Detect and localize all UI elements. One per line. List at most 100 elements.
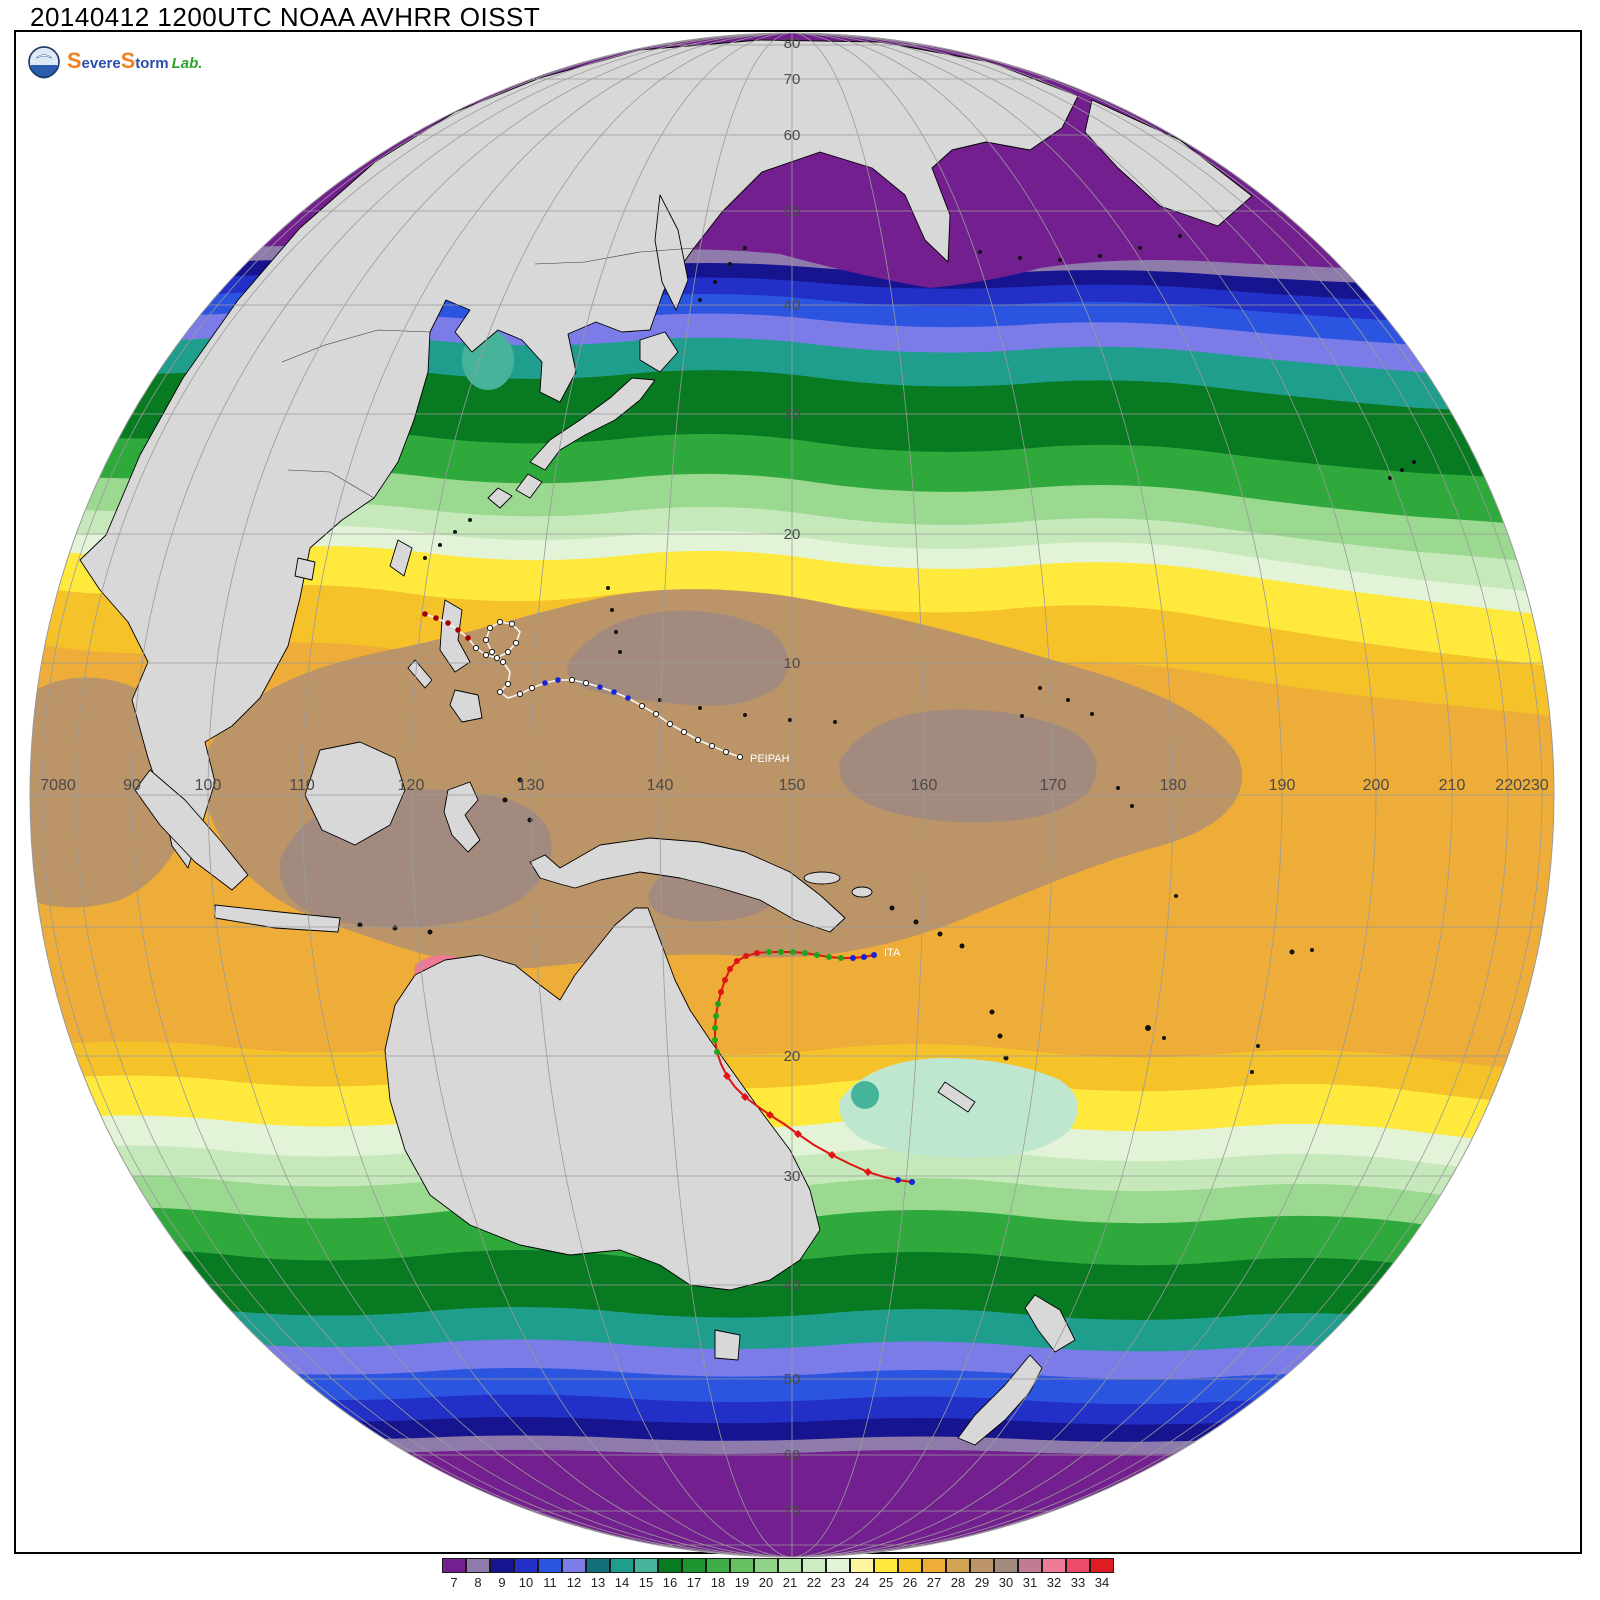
colorbar-swatch — [681, 1558, 706, 1573]
lat-label: 30 — [784, 1168, 801, 1185]
colorbar-label: 34 — [1094, 1575, 1110, 1590]
tropical-warm-patches — [30, 282, 1242, 1158]
colorbar-cell: 12 — [561, 1558, 586, 1590]
lon-label: 130 — [518, 777, 545, 794]
colorbar-label: 21 — [782, 1575, 798, 1590]
lon-label: 120 — [398, 777, 425, 794]
colorbar-cell: 34 — [1089, 1558, 1114, 1590]
colorbar-cell: 14 — [609, 1558, 634, 1590]
land-mindanao — [449, 689, 483, 723]
colorbar-label: 26 — [902, 1575, 918, 1590]
land-new-britain — [803, 871, 841, 885]
colorbar-label: 11 — [543, 1575, 557, 1590]
lat-label: 40 — [784, 297, 801, 314]
colorbar-cell: 31 — [1017, 1558, 1042, 1590]
colorbar-label: 31 — [1022, 1575, 1038, 1590]
colorbar-label: 29 — [974, 1575, 990, 1590]
colorbar-swatch — [1041, 1558, 1066, 1573]
colorbar-swatch — [537, 1558, 562, 1573]
colorbar-label: 14 — [614, 1575, 630, 1590]
land-sumatra — [134, 769, 249, 891]
colorbar-label: 18 — [710, 1575, 726, 1590]
land-tasmania — [714, 1329, 741, 1361]
small-islands — [357, 234, 1416, 1074]
storm-track-ita: ITA — [712, 947, 915, 1185]
land-sulawesi — [443, 781, 481, 853]
lon-label: 110 — [289, 777, 315, 794]
colorbar-label: 17 — [686, 1575, 702, 1590]
longitude-labels: 7080 90 100 110 120 130 140 150 160 170 … — [40, 777, 1549, 794]
ita-green-points — [712, 949, 844, 1055]
storm-label-peipah: PEIPAH — [750, 753, 790, 765]
logo-word-lab: Lab. — [171, 54, 203, 72]
colorbar-swatch — [753, 1558, 778, 1573]
logo-word-severe: Severe — [67, 47, 121, 73]
land-luzon — [439, 599, 471, 673]
lat-label: 70 — [784, 71, 801, 88]
colorbar-cell: 29 — [969, 1558, 994, 1590]
colorbar-cell: 13 — [585, 1558, 610, 1590]
peipah-blue-points — [542, 677, 631, 701]
colorbar-cell: 26 — [897, 1558, 922, 1590]
lon-label: 7080 — [40, 777, 76, 794]
colorbar-swatch — [969, 1558, 994, 1573]
colorbar: 7 8 9 10 11 12 13 14 15 16 17 18 19 20 21 22 23 24 25 26 27 2… — [441, 1558, 1114, 1590]
lat-label: 10 — [784, 655, 801, 672]
colorbar-label: 15 — [638, 1575, 654, 1590]
colorbar-swatch — [705, 1558, 730, 1573]
colorbar-cell: 28 — [945, 1558, 970, 1590]
lon-label: 180 — [1160, 777, 1187, 794]
lat-label: 20 — [784, 1048, 801, 1065]
land-shikoku — [487, 487, 513, 509]
land-australia — [384, 907, 821, 1291]
latitude-labels: 80 70 60 50 40 30 20 10 20 30 40 50 60 7… — [784, 35, 801, 1520]
lon-label: 90 — [123, 777, 141, 794]
colorbar-swatch — [657, 1558, 682, 1573]
lat-label: 50 — [784, 203, 801, 220]
colorbar-cell: 21 — [777, 1558, 802, 1590]
colorbar-label: 10 — [518, 1575, 534, 1590]
severe-storm-lab-logo: SevereStorm Lab. — [26, 44, 202, 80]
lon-label: 190 — [1269, 777, 1296, 794]
colorbar-cell: 16 — [657, 1558, 682, 1590]
storm-label-ita: ITA — [884, 947, 901, 959]
land-hainan — [294, 557, 316, 581]
lat-label: 30 — [784, 406, 801, 423]
peipah-intense-points — [422, 611, 471, 641]
colorbar-cell: 33 — [1065, 1558, 1090, 1590]
land-alaska — [1084, 99, 1253, 227]
land-honshu — [529, 377, 656, 471]
colorbar-swatch — [513, 1558, 538, 1573]
colorbar-cell: 27 — [921, 1558, 946, 1590]
land-new-caledonia — [937, 1081, 976, 1113]
colorbar-cell: 24 — [849, 1558, 874, 1590]
colorbar-label: 8 — [474, 1575, 482, 1590]
land-borneo — [304, 741, 406, 846]
colorbar-label: 7 — [450, 1575, 458, 1590]
colorbar-label: 9 — [498, 1575, 506, 1590]
land-nz-north — [1024, 1294, 1076, 1353]
lat-label: 60 — [784, 127, 801, 144]
colorbar-swatch — [825, 1558, 850, 1573]
page-title: 20140412 1200UTC NOAA AVHRR OISST — [30, 2, 541, 32]
colorbar-label: 16 — [662, 1575, 678, 1590]
colorbar-cell: 20 — [753, 1558, 778, 1590]
lat-label: 20 — [784, 526, 801, 543]
colorbar-label: 12 — [566, 1575, 582, 1590]
lon-label: 210 — [1439, 777, 1466, 794]
lon-label: 220230 — [1495, 777, 1548, 794]
peipah-open-points — [472, 618, 744, 761]
colorbar-swatch — [849, 1558, 874, 1573]
lat-label: 40 — [784, 1277, 801, 1294]
colorbar-swatch — [489, 1558, 514, 1573]
colorbar-cell: 18 — [705, 1558, 730, 1590]
colorbar-swatch — [609, 1558, 634, 1573]
colorbar-swatch — [729, 1558, 754, 1573]
colorbar-label: 24 — [854, 1575, 870, 1590]
colorbar-swatch — [921, 1558, 946, 1573]
colorbar-cell: 19 — [729, 1558, 754, 1590]
logo-word-storm: Storm — [120, 47, 169, 73]
colorbar-cell: 10 — [513, 1558, 538, 1590]
colorbar-cell: 17 — [681, 1558, 706, 1590]
globe-clipped-content — [30, 33, 1554, 1557]
